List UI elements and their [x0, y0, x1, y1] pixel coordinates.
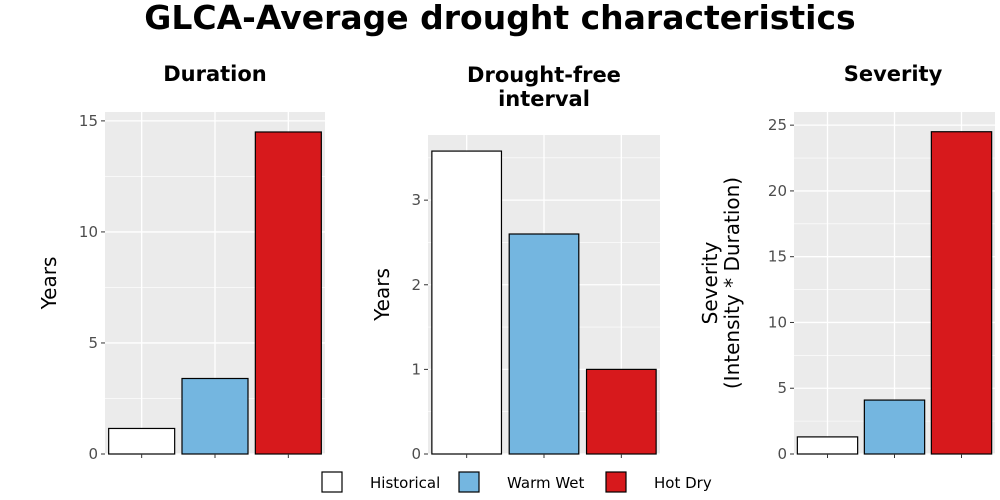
y-tick-label: 0	[411, 445, 421, 463]
bar-hot-dry	[585, 368, 657, 455]
panel-title: Drought-free	[467, 63, 621, 87]
panel-title: Severity	[844, 62, 943, 86]
legend: Historical Warm Wet Hot Dry	[321, 471, 712, 493]
legend-key	[321, 471, 343, 493]
y-tick-label: 3	[411, 191, 421, 209]
y-axis-label: (Intensity * Duration)	[720, 177, 744, 389]
legend-item-hot-dry: Hot Dry	[605, 471, 712, 493]
y-tick-label: 15	[768, 248, 787, 266]
y-tick-label: 10	[768, 313, 787, 331]
panels: 0 5 10 15 Duration Years 0 1 2 3 Drought-freeinter…	[37, 62, 995, 463]
legend-label: Hot Dry	[654, 474, 712, 492]
bar-historical	[431, 150, 503, 455]
bar-hot-dry	[930, 131, 993, 455]
bar-historical	[108, 427, 176, 455]
bar-hot-dry	[254, 131, 322, 455]
y-tick-label: 0	[88, 445, 98, 463]
main-title: GLCA-Average drought characteristics	[144, 0, 855, 37]
y-tick-label: 5	[777, 379, 787, 397]
bar-warm-wet	[863, 399, 926, 455]
legend-item-warm-wet: Warm Wet	[458, 471, 585, 493]
legend-label: Warm Wet	[507, 474, 585, 492]
y-tick-label: 1	[411, 360, 421, 378]
bar-historical	[796, 436, 859, 455]
y-tick-label: 5	[88, 334, 98, 352]
panel-title: Duration	[163, 62, 267, 86]
bar-warm-wet	[508, 233, 580, 455]
y-axis-label: Years	[370, 268, 394, 322]
y-tick-label: 15	[79, 112, 98, 130]
y-tick-label: 10	[79, 223, 98, 241]
panel-title: interval	[498, 87, 590, 111]
chart-panel-1: 0 5 10 15 Duration Years	[37, 62, 325, 463]
y-tick-label: 0	[777, 445, 787, 463]
bar-warm-wet	[181, 377, 249, 455]
y-axis-label: Years	[37, 257, 61, 311]
legend-key	[605, 471, 627, 493]
legend-key	[458, 471, 480, 493]
y-axis-label: Severity	[698, 242, 722, 325]
y-tick-label: 20	[768, 182, 787, 200]
y-tick-label: 2	[411, 276, 421, 294]
legend-label: Historical	[370, 474, 440, 492]
y-tick-label: 25	[768, 116, 787, 134]
legend-item-historical: Historical	[321, 471, 440, 493]
